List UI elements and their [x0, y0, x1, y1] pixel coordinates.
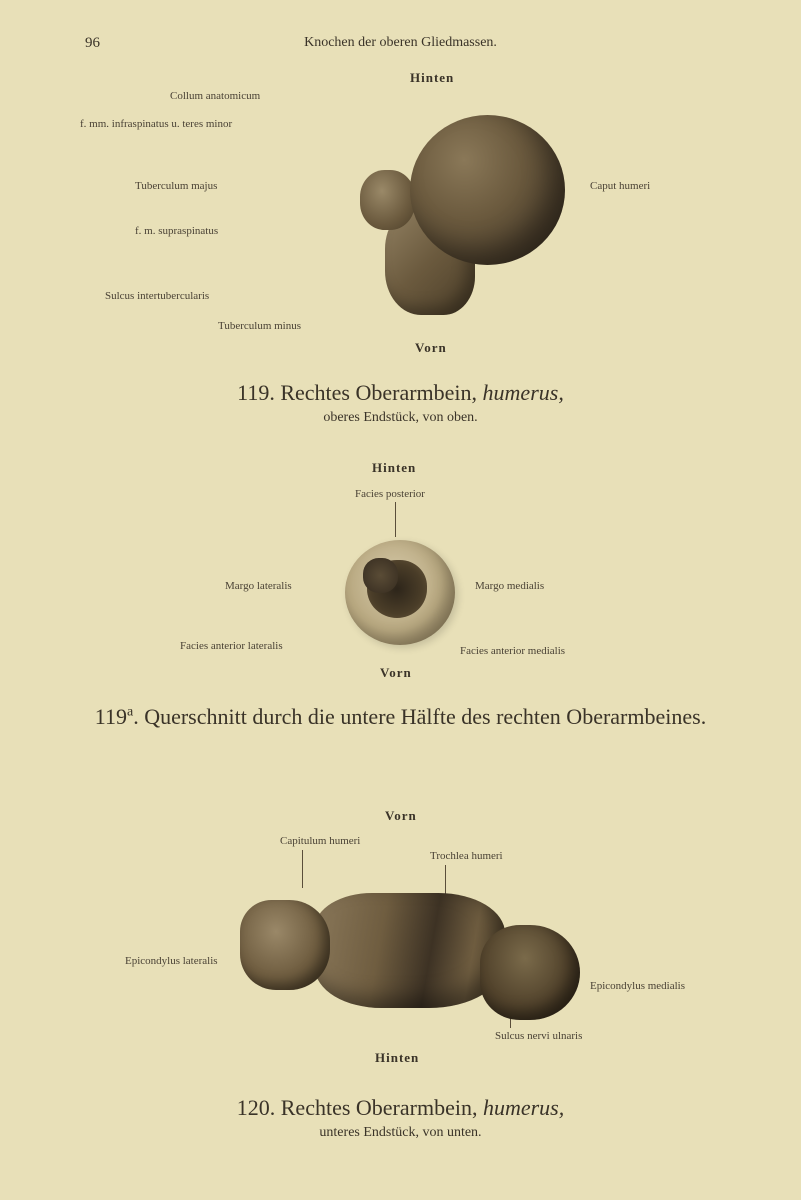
- direction-label-vorn: Vorn: [415, 340, 447, 356]
- label-facies-ant-med: Facies anterior medialis: [460, 645, 565, 657]
- caption-120: 120. Rechtes Oberarmbein, humerus, unter…: [0, 1095, 801, 1141]
- label-capitulum: Capitulum humeri: [280, 835, 360, 847]
- caption-120-subtitle: unteres Endstück, von unten.: [0, 1125, 801, 1141]
- leader-line: [395, 502, 396, 537]
- label-facies-posterior: Facies posterior: [355, 488, 425, 500]
- figure-120: Vorn Capitulum humeri Trochlea humeri Ep…: [0, 830, 801, 1090]
- direction-label-hinten-3: Hinten: [375, 1050, 419, 1066]
- bone-tubercle: [360, 170, 415, 230]
- caption-119a-main: Querschnitt durch die untere Hälfte des …: [144, 704, 706, 729]
- label-collum: Collum anatomicum: [170, 90, 260, 102]
- label-tuberculum-majus: Tuberculum majus: [135, 180, 217, 192]
- label-sulcus-intertubercularis: Sulcus intertubercularis: [105, 290, 209, 302]
- page-number: 96: [85, 35, 100, 52]
- label-epicondylus-medialis: Epicondylus medialis: [590, 980, 685, 992]
- caption-120-italic: humerus,: [483, 1095, 564, 1120]
- label-tuberculum-minus: Tuberculum minus: [218, 320, 301, 332]
- caption-119-title: 119. Rechtes Oberarmbein, humerus,: [0, 380, 801, 406]
- caption-119a-number: 119: [95, 704, 127, 729]
- caption-119a-dot: .: [133, 704, 139, 729]
- label-margo-lateralis: Margo lateralis: [225, 580, 292, 592]
- caption-120-number: 120.: [237, 1095, 276, 1120]
- bone-head: [410, 115, 565, 265]
- label-trochlea: Trochlea humeri: [430, 850, 503, 862]
- label-epicondylus-lateralis: Epicondylus lateralis: [125, 955, 218, 967]
- label-caput-humeri: Caput humeri: [590, 180, 650, 192]
- figure-119: Hinten Collum anatomicum f. mm. infraspi…: [0, 65, 801, 405]
- label-supraspinatus: f. m. supraspinatus: [135, 225, 218, 237]
- label-facies-ant-lat: Facies anterior lateralis: [180, 640, 283, 652]
- label-infraspinatus: f. mm. infraspinatus u. teres minor: [80, 118, 232, 130]
- figure-120-image: [240, 885, 580, 1025]
- bone-trochlea: [315, 893, 505, 1008]
- direction-label-hinten-2: Hinten: [372, 460, 416, 476]
- caption-119-main: Rechtes Oberarmbein,: [280, 380, 477, 405]
- label-margo-medialis: Margo medialis: [475, 580, 544, 592]
- caption-120-main: Rechtes Oberarmbein,: [281, 1095, 478, 1120]
- caption-119-number: 119.: [237, 380, 275, 405]
- running-head: Knochen der oberen Gliedmassen.: [304, 35, 497, 51]
- caption-119a: 119a. Querschnitt durch die untere Hälft…: [0, 700, 801, 737]
- figure-119-image: [355, 115, 565, 315]
- bone-rough: [363, 558, 398, 593]
- caption-119-subtitle: oberes Endstück, von oben.: [0, 410, 801, 426]
- caption-119-italic: humerus,: [483, 380, 564, 405]
- direction-label-vorn-3: Vorn: [385, 808, 417, 824]
- figure-119a-image: [345, 540, 455, 645]
- direction-label-vorn-2: Vorn: [380, 665, 412, 681]
- bone-condyle-lateral: [240, 900, 330, 990]
- caption-120-title: 120. Rechtes Oberarmbein, humerus,: [0, 1095, 801, 1121]
- leader-line: [302, 850, 303, 888]
- direction-label-hinten: Hinten: [410, 70, 454, 86]
- bone-condyle-medial: [480, 925, 580, 1020]
- label-sulcus-ulnaris: Sulcus nervi ulnaris: [495, 1030, 582, 1042]
- figure-119a: Hinten Facies posterior Margo lateralis …: [0, 500, 801, 720]
- caption-119: 119. Rechtes Oberarmbein, humerus, obere…: [0, 380, 801, 426]
- caption-119a-title: 119a. Querschnitt durch die untere Hälft…: [85, 700, 716, 733]
